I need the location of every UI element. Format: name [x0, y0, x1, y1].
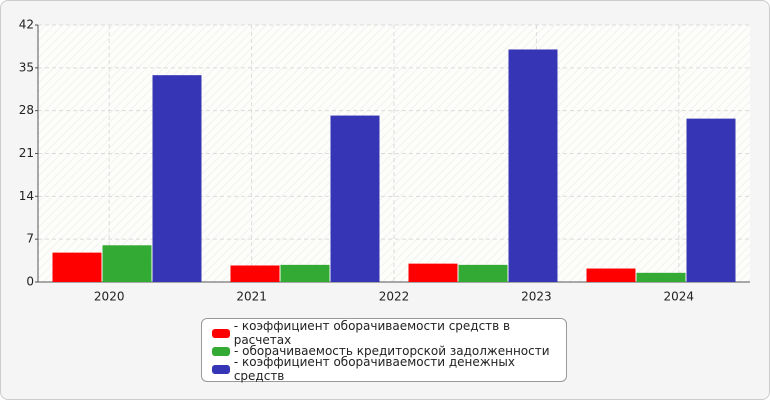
legend-item: - оборачиваемость кредиторской задолженн… — [212, 342, 566, 360]
legend-swatch — [212, 346, 230, 356]
legend-label: - оборачиваемость кредиторской задолженн… — [234, 344, 550, 358]
bar — [52, 252, 102, 282]
y-tick-label: 14 — [19, 189, 34, 203]
y-tick-label: 0 — [26, 275, 34, 289]
bar — [458, 264, 508, 282]
x-tick-label: 2024 — [664, 290, 695, 304]
legend-item: - коэффициент оборачиваемости средств в … — [212, 319, 566, 347]
x-tick-label: 2023 — [521, 290, 552, 304]
bar — [230, 265, 280, 282]
bar — [686, 118, 736, 282]
x-tick-label: 2020 — [94, 290, 125, 304]
y-tick-label: 7 — [26, 232, 34, 246]
legend-label: - коэффициент оборачиваемости денежных с… — [233, 355, 515, 383]
y-tick-label: 21 — [19, 146, 34, 160]
y-tick-label: 35 — [19, 60, 34, 74]
legend: - коэффициент оборачиваемости средств в … — [201, 318, 567, 383]
legend-label: - коэффициент оборачиваемости средств в … — [233, 319, 511, 347]
legend-swatch — [212, 364, 230, 374]
bar — [330, 115, 380, 282]
bar — [586, 268, 636, 282]
y-tick-label: 42 — [19, 18, 34, 32]
y-tick-label: 28 — [19, 103, 34, 117]
x-tick-label: 2021 — [236, 290, 267, 304]
legend-swatch — [212, 328, 230, 338]
bar — [102, 245, 152, 282]
legend-item: - коэффициент оборачиваемости денежных с… — [212, 355, 566, 383]
bar — [508, 49, 558, 282]
bar — [636, 272, 686, 282]
x-tick-label: 2022 — [379, 290, 410, 304]
bar — [408, 263, 458, 282]
chart: 0 7 14 21 28 35 42 2020 2021 2022 2023 2024 — [19, 18, 750, 304]
bar — [280, 264, 330, 282]
bar — [152, 75, 202, 282]
